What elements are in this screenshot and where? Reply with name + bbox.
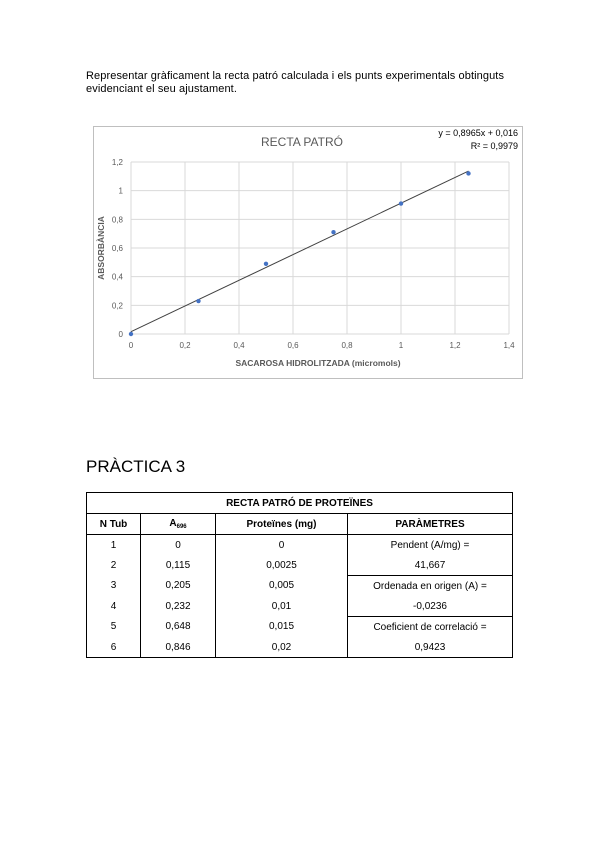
cell-abs: 0,115 xyxy=(140,555,216,576)
x-tick-label: 1,4 xyxy=(503,341,515,350)
y-axis-label: ABSORBÀNCIA xyxy=(96,216,106,280)
trendline-equation: y = 0,8965x + 0,016 xyxy=(438,128,518,138)
y-tick-label: 0,6 xyxy=(112,244,124,253)
param-intercept-label: Ordenada en origen (A) = xyxy=(347,575,513,596)
chart-svg: 0 0,2 0,4 0,6 0,8 1 1,2 1,4 0 0,2 0,4 0,6 0,8 1 1,2 REC… xyxy=(96,128,518,368)
protein-table: RECTA PATRÓ DE PROTEÏNES N Tub A696 Prot… xyxy=(86,492,513,658)
cell-tub: 5 xyxy=(86,616,141,637)
x-tick-label: 0,6 xyxy=(287,341,299,350)
cell-prot: 0,0025 xyxy=(215,555,348,576)
cell-prot: 0,005 xyxy=(215,575,348,596)
x-tick-label: 1 xyxy=(399,341,404,350)
x-tick-label: 0,8 xyxy=(341,341,353,350)
cell-tub: 3 xyxy=(86,575,141,596)
cell-tub: 4 xyxy=(86,596,141,617)
data-point xyxy=(398,201,404,206)
table-row: 4 0,232 0,01 -0,0236 xyxy=(86,596,513,617)
cell-prot: 0 xyxy=(215,534,348,555)
data-point xyxy=(331,230,336,235)
x-tick-label: 0,4 xyxy=(233,341,245,350)
y-tick-label: 0,4 xyxy=(112,273,124,282)
param-correlation-label: Coeficient de correlació = xyxy=(347,616,513,637)
table-row: 5 0,648 0,015 Coeficient de correlació = xyxy=(86,616,513,637)
data-point xyxy=(128,331,134,337)
cell-abs: 0,846 xyxy=(140,637,216,658)
cell-abs: 0,648 xyxy=(140,616,216,637)
data-point xyxy=(263,261,269,266)
chart-title: RECTA PATRÓ xyxy=(261,134,343,149)
param-slope-value: 41,667 xyxy=(347,555,513,576)
data-point xyxy=(466,171,471,176)
param-correlation-value: 0,9423 xyxy=(347,637,513,658)
table-row: 2 0,115 0,0025 41,667 xyxy=(86,555,513,576)
table-row: 1 0 0 Pendent (A/mg) = xyxy=(86,534,513,555)
header-abs: A696 xyxy=(140,513,216,535)
x-tick-label: 1,2 xyxy=(449,341,461,350)
cell-tub: 6 xyxy=(86,637,141,658)
intro-line-1: Representar gràficament la recta patró c… xyxy=(86,70,505,82)
table-row: 6 0,846 0,02 0,9423 xyxy=(86,637,513,658)
x-axis-label: SACAROSA HIDROLITZADA (micromols) xyxy=(235,358,400,368)
cell-abs: 0,232 xyxy=(140,596,216,617)
y-tick-label: 1,2 xyxy=(112,158,124,167)
cell-prot: 0,01 xyxy=(215,596,348,617)
cell-prot: 0,015 xyxy=(215,616,348,637)
cell-prot: 0,02 xyxy=(215,637,348,658)
section-title: PRÀCTICA 3 xyxy=(86,457,186,476)
r-squared: R² = 0,9979 xyxy=(471,141,518,151)
header-params: PARÀMETRES xyxy=(347,513,513,535)
y-tick-label: 0,2 xyxy=(112,301,124,310)
cell-abs: 0 xyxy=(140,534,216,555)
y-tick-label: 0,8 xyxy=(112,215,124,224)
intro-text: Representar gràficament la recta patró c… xyxy=(86,70,526,96)
x-tick-label: 0,2 xyxy=(179,341,191,350)
calibration-chart: 0 0,2 0,4 0,6 0,8 1 1,2 1,4 0 0,2 0,4 0,6 0,8 1 1,2 REC… xyxy=(93,126,523,379)
header-tub: N Tub xyxy=(86,513,141,535)
cell-abs: 0,205 xyxy=(140,575,216,596)
y-tick-label: 1 xyxy=(119,187,124,196)
param-slope-label: Pendent (A/mg) = xyxy=(347,534,513,555)
data-point xyxy=(196,298,201,304)
table-title: RECTA PATRÓ DE PROTEÏNES xyxy=(86,492,513,514)
table-row: 3 0,205 0,005 Ordenada en origen (A) = xyxy=(86,575,513,596)
param-intercept-value: -0,0236 xyxy=(347,596,513,617)
intro-line-2: evidenciant el seu ajustament. xyxy=(86,83,237,95)
x-tick-label: 0 xyxy=(129,341,134,350)
cell-tub: 2 xyxy=(86,555,141,576)
cell-tub: 1 xyxy=(86,534,141,555)
header-proteins: Proteïnes (mg) xyxy=(215,513,348,535)
trendline xyxy=(130,170,469,333)
y-tick-label: 0 xyxy=(119,330,124,339)
